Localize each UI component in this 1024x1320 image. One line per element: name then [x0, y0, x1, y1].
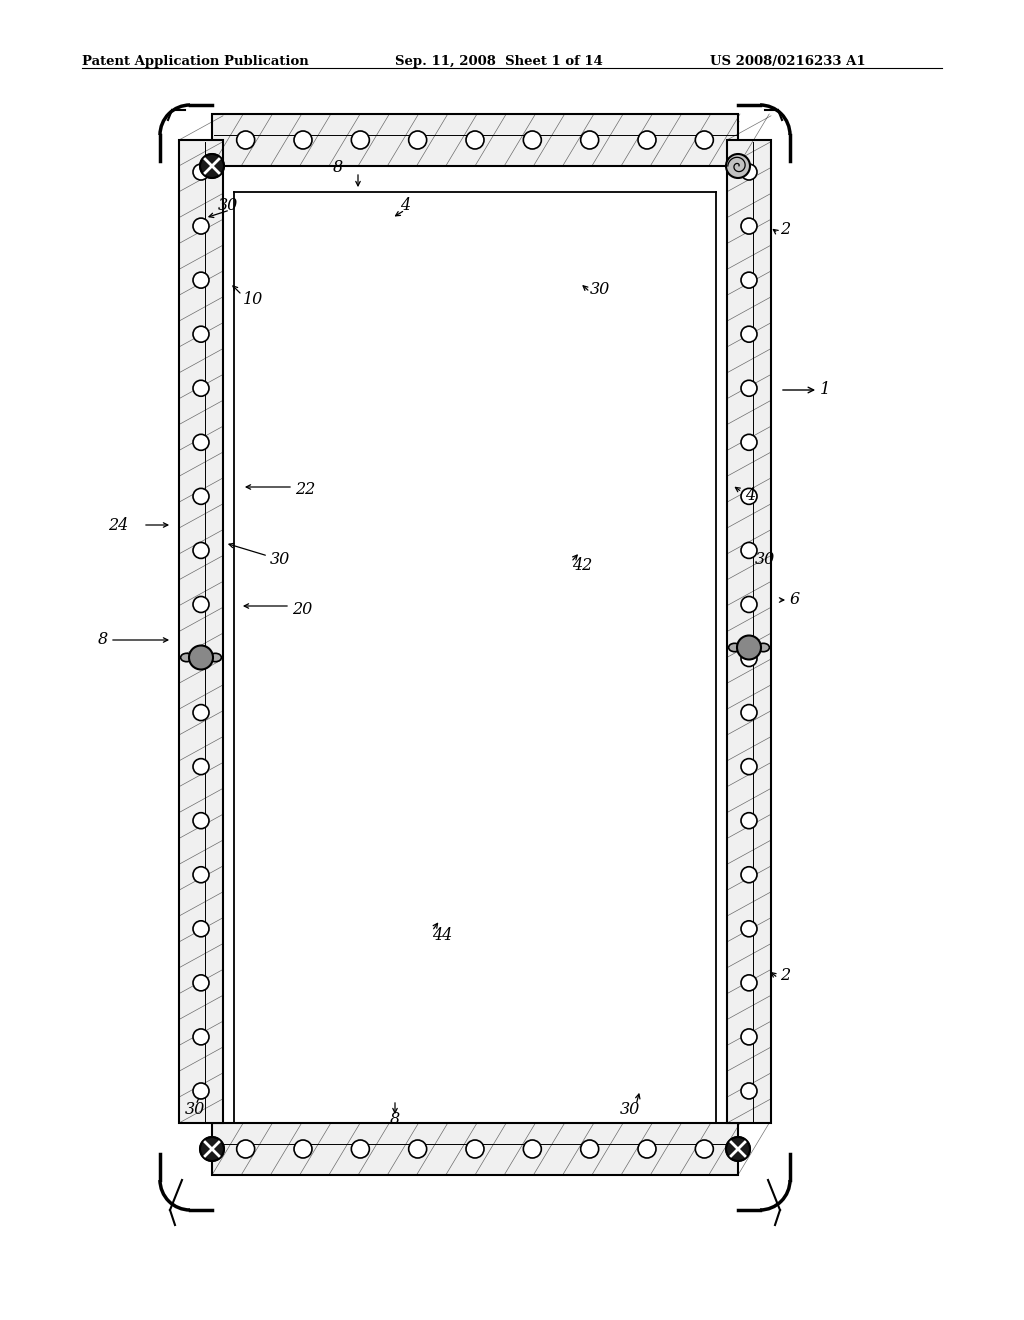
Circle shape	[466, 131, 484, 149]
Circle shape	[351, 1140, 370, 1158]
Text: 8: 8	[333, 160, 343, 177]
Circle shape	[523, 1140, 542, 1158]
Text: 44: 44	[432, 927, 453, 944]
Circle shape	[741, 759, 757, 775]
Circle shape	[193, 921, 209, 937]
Circle shape	[193, 759, 209, 775]
Circle shape	[737, 635, 761, 660]
Text: Sep. 11, 2008  Sheet 1 of 14: Sep. 11, 2008 Sheet 1 of 14	[395, 55, 603, 69]
Circle shape	[581, 1140, 599, 1158]
Circle shape	[193, 543, 209, 558]
Circle shape	[200, 1137, 224, 1162]
Text: 30: 30	[755, 552, 775, 569]
Circle shape	[193, 434, 209, 450]
Circle shape	[638, 1140, 656, 1158]
Circle shape	[193, 867, 209, 883]
Circle shape	[741, 543, 757, 558]
Circle shape	[466, 1140, 484, 1158]
Circle shape	[193, 597, 209, 612]
Text: 8: 8	[390, 1111, 400, 1129]
Text: 30: 30	[590, 281, 610, 298]
Circle shape	[193, 272, 209, 288]
Text: 30: 30	[185, 1101, 205, 1118]
Circle shape	[294, 131, 312, 149]
Text: 20: 20	[292, 602, 312, 619]
Circle shape	[200, 154, 224, 178]
Text: 10: 10	[243, 292, 263, 309]
Circle shape	[638, 131, 656, 149]
Ellipse shape	[209, 653, 221, 661]
Text: 4: 4	[745, 487, 755, 503]
Text: 30: 30	[218, 197, 239, 214]
Text: 4: 4	[400, 197, 411, 214]
Bar	[727, 140, 771, 1123]
Circle shape	[193, 813, 209, 829]
Circle shape	[741, 705, 757, 721]
Ellipse shape	[758, 643, 769, 652]
Circle shape	[741, 1082, 757, 1100]
Text: 8: 8	[98, 631, 108, 648]
Circle shape	[193, 326, 209, 342]
Text: 1: 1	[820, 381, 830, 399]
Circle shape	[237, 1140, 255, 1158]
Text: Patent Application Publication: Patent Application Publication	[82, 55, 309, 69]
Circle shape	[741, 434, 757, 450]
Circle shape	[741, 867, 757, 883]
Circle shape	[741, 1028, 757, 1045]
Text: 30: 30	[620, 1101, 640, 1118]
Ellipse shape	[180, 653, 193, 661]
Text: 2: 2	[780, 222, 791, 239]
Circle shape	[741, 597, 757, 612]
Circle shape	[741, 326, 757, 342]
Circle shape	[193, 218, 209, 234]
Text: 24: 24	[108, 516, 128, 533]
Circle shape	[741, 164, 757, 180]
Circle shape	[193, 975, 209, 991]
Circle shape	[193, 164, 209, 180]
Circle shape	[351, 131, 370, 149]
Text: Fig.: Fig.	[650, 120, 732, 162]
Circle shape	[726, 154, 750, 178]
Circle shape	[189, 645, 213, 669]
Text: 2: 2	[780, 966, 791, 983]
Circle shape	[741, 272, 757, 288]
Circle shape	[409, 1140, 427, 1158]
Circle shape	[409, 131, 427, 149]
Circle shape	[193, 1028, 209, 1045]
Text: 42: 42	[572, 557, 592, 573]
Circle shape	[695, 131, 714, 149]
Circle shape	[741, 813, 757, 829]
Bar	[179, 140, 223, 1123]
Circle shape	[741, 921, 757, 937]
Text: 30: 30	[270, 552, 290, 569]
Ellipse shape	[729, 643, 740, 652]
Circle shape	[193, 651, 209, 667]
Circle shape	[741, 218, 757, 234]
Text: 1: 1	[720, 120, 746, 162]
Circle shape	[726, 1137, 750, 1162]
Circle shape	[741, 380, 757, 396]
Text: US 2008/0216233 A1: US 2008/0216233 A1	[710, 55, 865, 69]
Text: 6: 6	[790, 591, 800, 609]
Circle shape	[193, 488, 209, 504]
Circle shape	[294, 1140, 312, 1158]
Circle shape	[193, 380, 209, 396]
Circle shape	[193, 1082, 209, 1100]
Circle shape	[193, 705, 209, 721]
Circle shape	[741, 651, 757, 667]
Circle shape	[741, 488, 757, 504]
Text: 22: 22	[295, 482, 315, 499]
Circle shape	[523, 131, 542, 149]
Circle shape	[741, 975, 757, 991]
Circle shape	[695, 1140, 714, 1158]
Bar	[212, 114, 738, 166]
Circle shape	[237, 131, 255, 149]
Circle shape	[581, 131, 599, 149]
Bar	[212, 1123, 738, 1175]
